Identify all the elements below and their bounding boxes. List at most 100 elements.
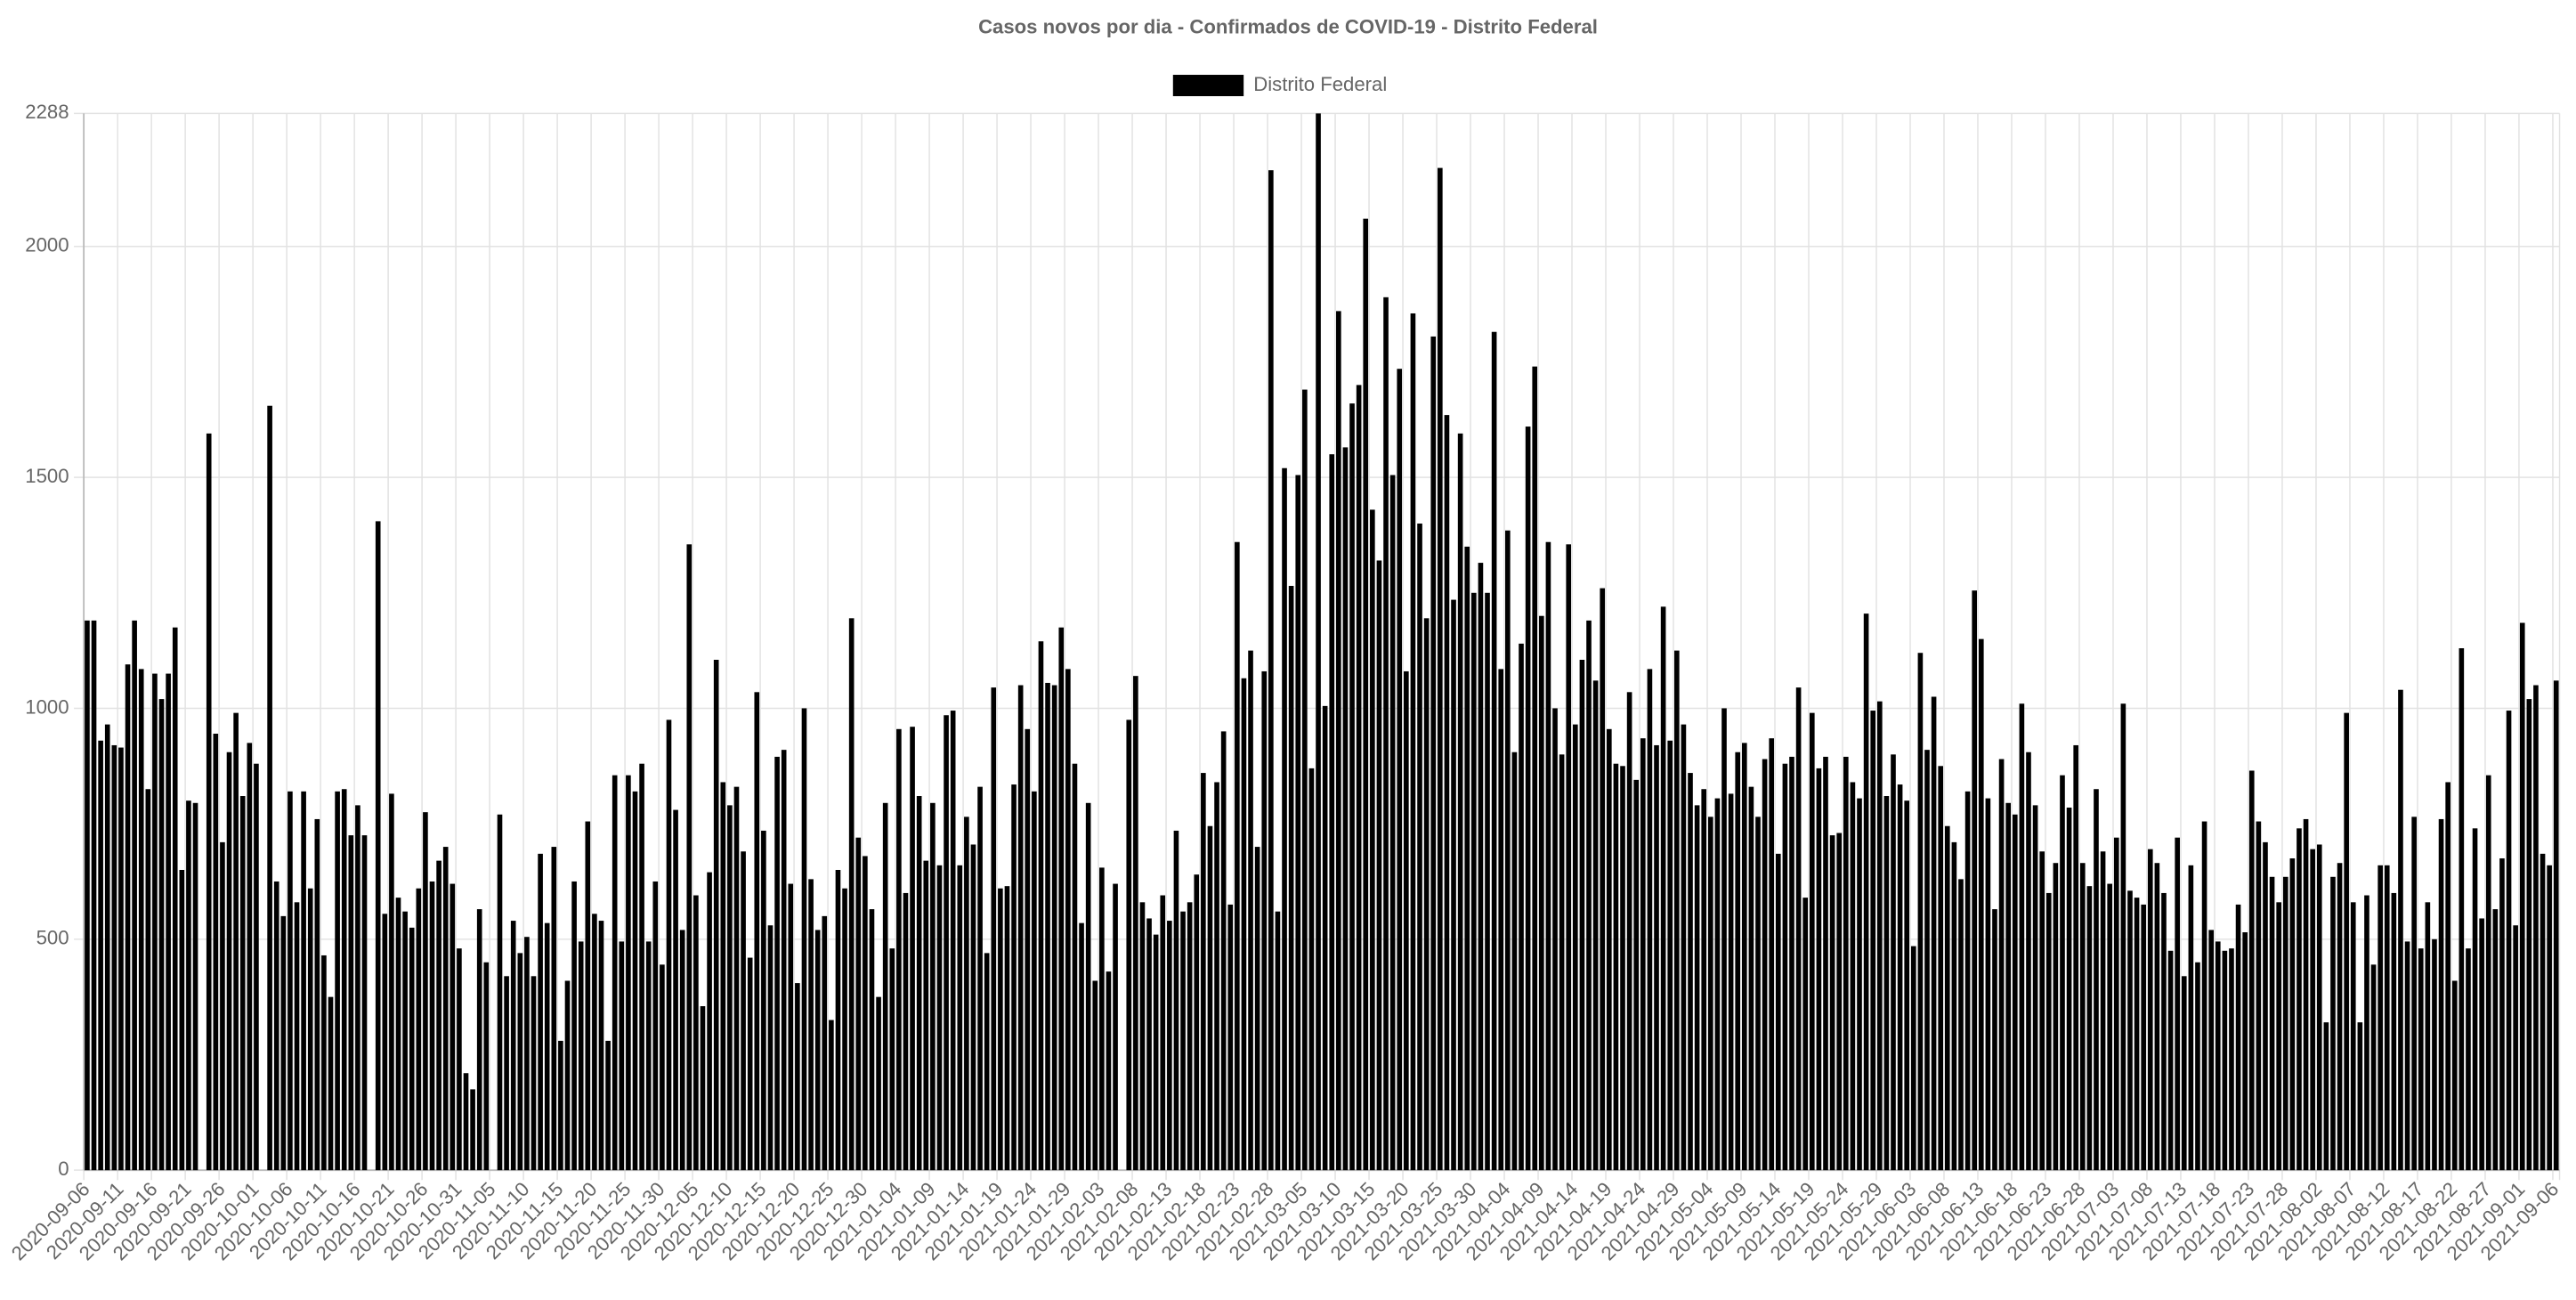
bar — [1532, 366, 1538, 1171]
bar — [1457, 433, 1463, 1171]
bar — [2086, 886, 2093, 1171]
bar — [132, 620, 137, 1171]
bar — [936, 865, 943, 1171]
bar — [1254, 847, 1260, 1171]
bar — [855, 837, 862, 1171]
bar — [1972, 590, 1977, 1171]
bar — [1153, 934, 1159, 1171]
bar — [957, 865, 963, 1171]
bar — [2418, 948, 2424, 1171]
bar — [1397, 369, 1403, 1171]
bar — [125, 664, 131, 1171]
bar — [416, 888, 422, 1171]
bar — [788, 883, 794, 1171]
bar — [273, 881, 279, 1171]
bar — [1917, 653, 1924, 1171]
bar — [660, 964, 665, 1171]
bar — [923, 860, 929, 1171]
bar — [2175, 837, 2180, 1171]
bar — [754, 692, 760, 1171]
bar — [863, 856, 868, 1171]
bar — [2282, 876, 2288, 1171]
bar — [1863, 613, 1869, 1171]
bar — [869, 909, 875, 1171]
bar — [2459, 648, 2465, 1171]
bar — [1876, 701, 1883, 1171]
bar — [2466, 948, 2471, 1171]
bar — [152, 673, 158, 1171]
bar — [2344, 712, 2349, 1171]
bar — [1673, 650, 1680, 1171]
bar — [1227, 904, 1234, 1171]
bar — [1092, 980, 1098, 1171]
bar — [2472, 828, 2478, 1171]
bar — [808, 879, 814, 1171]
bar — [158, 699, 165, 1171]
bar — [476, 909, 482, 1171]
bar — [639, 763, 644, 1171]
bar — [814, 930, 821, 1171]
bar — [213, 733, 219, 1171]
bar — [1444, 415, 1450, 1171]
bar — [2134, 898, 2140, 1171]
bar — [2513, 925, 2518, 1171]
bar — [903, 892, 909, 1171]
bar — [1329, 454, 1335, 1171]
bar — [741, 851, 746, 1171]
bar — [2107, 883, 2112, 1171]
bar — [1904, 800, 1910, 1171]
bar — [2256, 821, 2262, 1171]
bar — [666, 719, 672, 1171]
bar — [822, 915, 828, 1171]
bar — [1924, 750, 1930, 1171]
bar — [2248, 770, 2255, 1171]
bar — [1640, 738, 1646, 1171]
bar — [2147, 849, 2153, 1171]
bar — [483, 962, 490, 1171]
bar — [361, 835, 368, 1171]
bar — [652, 881, 659, 1171]
bar — [1607, 728, 1612, 1171]
bar — [910, 727, 915, 1171]
bar — [2201, 821, 2207, 1171]
bar — [2026, 752, 2031, 1171]
bar — [2526, 699, 2532, 1171]
bar — [1795, 687, 1802, 1171]
bar — [1823, 756, 1828, 1171]
bar — [1633, 779, 1640, 1171]
bar — [1180, 911, 1186, 1171]
bar — [1681, 724, 1687, 1171]
bar — [585, 821, 591, 1171]
bar — [294, 902, 300, 1171]
bar — [98, 740, 103, 1171]
bar — [1809, 712, 1815, 1171]
bar — [395, 898, 401, 1171]
bar — [2553, 680, 2559, 1171]
bar — [767, 925, 774, 1171]
y-tick-label: 2000 — [25, 234, 69, 256]
bar — [1187, 902, 1193, 1171]
bar — [2337, 863, 2343, 1171]
bar — [2303, 818, 2309, 1171]
bar — [524, 937, 530, 1171]
bar — [186, 800, 191, 1171]
bar — [632, 791, 638, 1171]
bar — [1782, 763, 1788, 1171]
bar — [239, 796, 246, 1171]
bar — [1613, 763, 1619, 1171]
bar — [1220, 731, 1227, 1171]
bar — [1816, 768, 1822, 1171]
bar — [457, 948, 462, 1171]
bar — [1647, 669, 1653, 1171]
bar — [423, 812, 428, 1171]
bar — [1282, 467, 1287, 1171]
bar — [2181, 976, 2187, 1171]
bar — [2479, 918, 2484, 1171]
bar — [2019, 703, 2025, 1171]
bar — [2378, 865, 2383, 1171]
bar — [2350, 902, 2356, 1171]
bar — [1113, 883, 1118, 1171]
bar — [118, 747, 124, 1171]
bar — [1370, 509, 1375, 1171]
bar — [1336, 311, 1341, 1171]
